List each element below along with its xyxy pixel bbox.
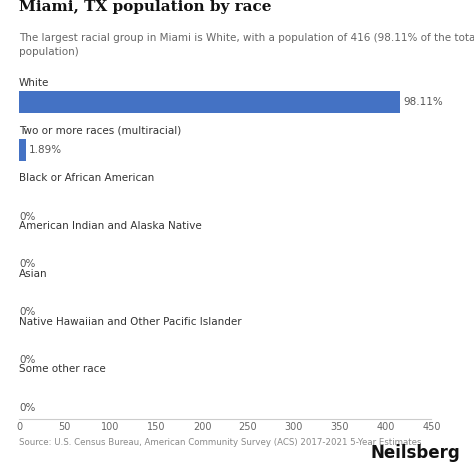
Text: The largest racial group in Miami is White, with a population of 416 (98.11% of : The largest racial group in Miami is Whi… (19, 33, 474, 57)
Text: 0%: 0% (19, 259, 36, 269)
Text: Asian: Asian (19, 269, 47, 279)
Text: White: White (19, 78, 49, 88)
Text: 0%: 0% (19, 307, 36, 317)
Bar (19, 91, 400, 113)
Text: Some other race: Some other race (19, 365, 106, 374)
Text: 0%: 0% (19, 402, 36, 412)
Text: 0%: 0% (19, 355, 36, 365)
Text: 1.89%: 1.89% (29, 145, 62, 155)
Text: Native Hawaiian and Other Pacific Islander: Native Hawaiian and Other Pacific Island… (19, 317, 242, 327)
Bar (19, 139, 26, 161)
Text: Black or African American: Black or African American (19, 173, 154, 183)
Text: 0%: 0% (19, 212, 36, 222)
Text: 98.11%: 98.11% (403, 97, 443, 107)
Text: Source: U.S. Census Bureau, American Community Survey (ACS) 2017-2021 5-Year Est: Source: U.S. Census Bureau, American Com… (19, 438, 421, 447)
Text: American Indian and Alaska Native: American Indian and Alaska Native (19, 221, 202, 231)
Text: Miami, TX population by race: Miami, TX population by race (19, 0, 272, 14)
Text: Neilsberg: Neilsberg (370, 444, 460, 462)
Text: Two or more races (multiracial): Two or more races (multiracial) (19, 126, 181, 136)
